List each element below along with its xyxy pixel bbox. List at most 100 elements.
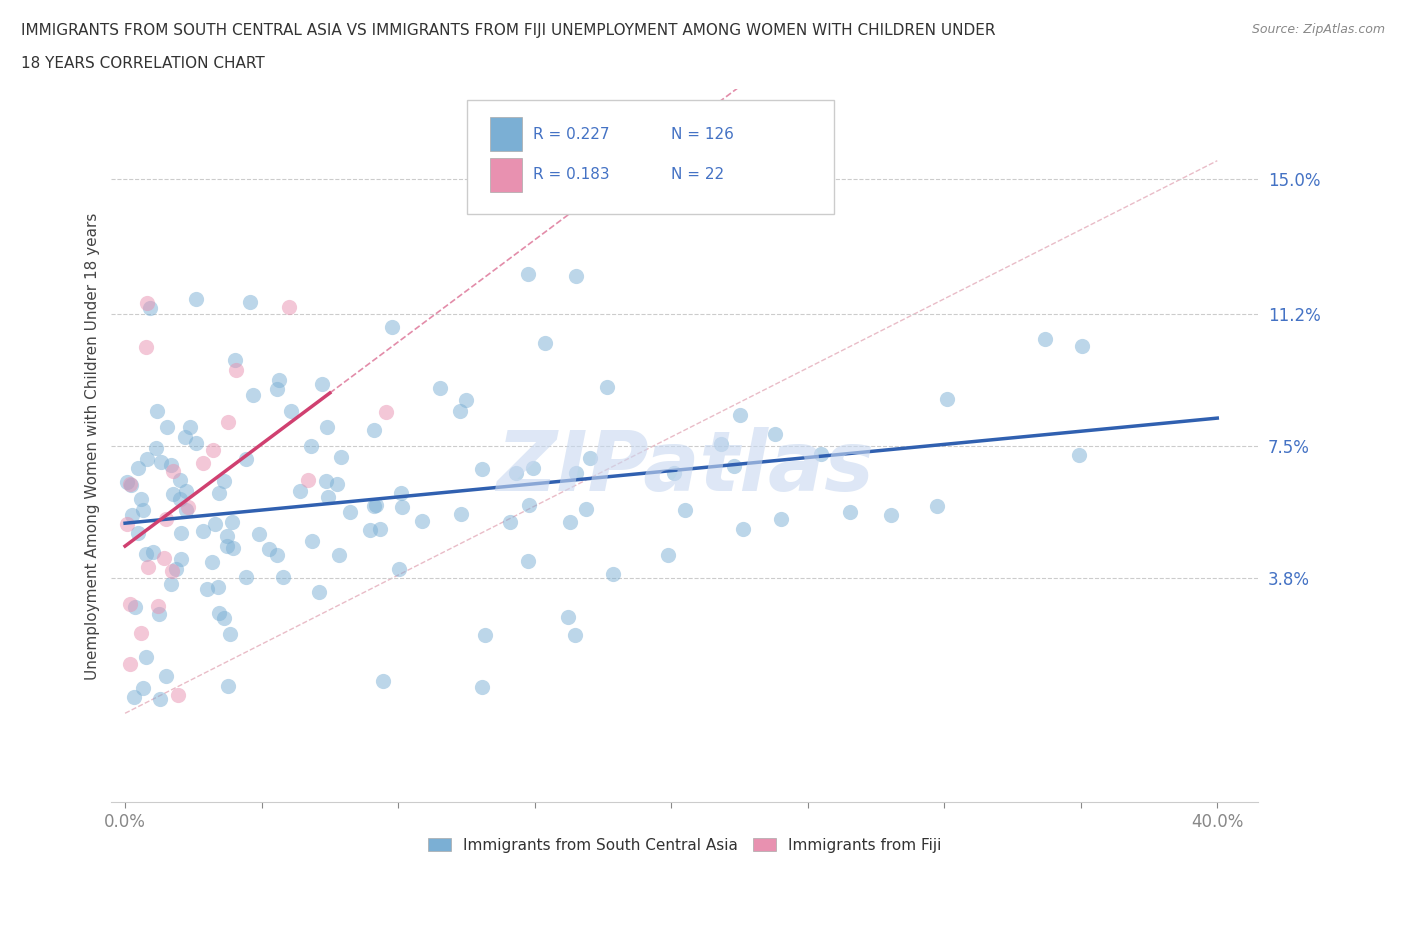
Point — [374, 405, 396, 419]
Point — [330, 450, 353, 465]
Point — [136, 560, 159, 575]
Point — [162, 564, 184, 578]
Point — [142, 544, 165, 559]
Point — [242, 388, 264, 403]
Point — [207, 579, 229, 594]
Point — [391, 500, 413, 515]
Point — [135, 649, 157, 664]
Point — [170, 551, 193, 566]
Point — [657, 547, 679, 562]
Point — [325, 476, 347, 491]
Point — [565, 465, 588, 480]
Point — [1070, 339, 1092, 353]
Point — [217, 679, 239, 694]
Point — [169, 492, 191, 507]
Point — [517, 498, 540, 512]
Point — [145, 440, 167, 455]
Point — [131, 626, 153, 641]
Point — [429, 381, 451, 396]
Point — [135, 339, 157, 354]
Point — [118, 597, 141, 612]
Point — [214, 473, 236, 488]
Point — [316, 489, 339, 504]
Point — [557, 610, 579, 625]
Point — [120, 477, 142, 492]
Point — [221, 540, 243, 555]
Point — [763, 426, 786, 441]
Point — [297, 473, 319, 488]
Y-axis label: Unemployment Among Women with Children Under 18 years: Unemployment Among Women with Children U… — [86, 212, 100, 680]
Point — [280, 404, 302, 418]
Point — [449, 404, 471, 418]
Point — [664, 466, 686, 481]
Point — [339, 505, 361, 520]
Point — [174, 503, 197, 518]
Point — [221, 514, 243, 529]
FancyBboxPatch shape — [489, 158, 522, 193]
Point — [121, 508, 143, 523]
Point — [184, 435, 207, 450]
Point — [191, 455, 214, 470]
Point — [269, 372, 291, 387]
Point — [132, 503, 155, 518]
Point — [149, 455, 172, 470]
Point — [120, 477, 142, 492]
Point — [120, 657, 142, 671]
Point — [534, 336, 557, 351]
Point — [810, 446, 832, 461]
Point — [602, 566, 624, 581]
Point — [162, 486, 184, 501]
Point — [208, 485, 231, 500]
Point — [1067, 448, 1090, 463]
Point — [363, 498, 385, 513]
Point — [235, 452, 257, 467]
Text: N = 22: N = 22 — [671, 167, 724, 182]
Point — [239, 295, 262, 310]
Point — [381, 320, 404, 335]
Point — [880, 508, 903, 523]
Point — [266, 548, 288, 563]
Point — [723, 458, 745, 473]
Point — [131, 491, 153, 506]
Point — [204, 517, 226, 532]
Point — [328, 548, 350, 563]
FancyBboxPatch shape — [467, 100, 834, 214]
Point — [288, 484, 311, 498]
Text: R = 0.227: R = 0.227 — [533, 126, 610, 141]
Point — [166, 687, 188, 702]
Point — [315, 473, 337, 488]
Point — [155, 512, 177, 526]
Point — [177, 499, 200, 514]
Point — [316, 419, 339, 434]
Point — [195, 582, 218, 597]
Point — [925, 498, 948, 513]
Point — [299, 439, 322, 454]
Point — [273, 570, 295, 585]
Legend: Immigrants from South Central Asia, Immigrants from Fiji: Immigrants from South Central Asia, Immi… — [422, 831, 948, 859]
Point — [388, 562, 411, 577]
Point — [596, 380, 619, 395]
Point — [215, 538, 238, 553]
Point — [266, 381, 288, 396]
Point — [173, 430, 195, 445]
Point — [155, 669, 177, 684]
Point — [165, 562, 187, 577]
Point — [1035, 331, 1057, 346]
Point — [308, 584, 330, 599]
Point — [471, 680, 494, 695]
Point — [673, 502, 696, 517]
Point — [728, 407, 751, 422]
Point — [124, 599, 146, 614]
Point — [136, 452, 159, 467]
Point — [733, 522, 755, 537]
Point — [359, 523, 381, 538]
Point — [389, 485, 412, 500]
Point — [170, 525, 193, 540]
Point — [153, 551, 176, 565]
Point — [522, 460, 544, 475]
Point — [200, 554, 222, 569]
Point — [516, 553, 538, 568]
Text: 18 YEARS CORRELATION CHART: 18 YEARS CORRELATION CHART — [21, 56, 264, 71]
Point — [579, 451, 602, 466]
Point — [516, 266, 538, 281]
